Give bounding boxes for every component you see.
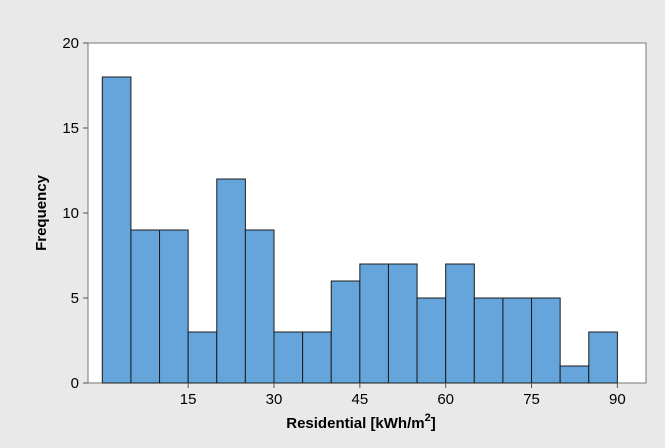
histogram-bar <box>159 229 189 384</box>
histogram-bar <box>244 229 275 384</box>
y-tick-label: 20 <box>62 35 79 52</box>
y-axis-title: Frequency <box>33 174 50 251</box>
histogram-bar <box>302 331 332 384</box>
x-tick-label: 45 <box>352 391 369 408</box>
x-tick-label: 60 <box>437 391 454 408</box>
y-tick-label: 5 <box>71 290 79 307</box>
histogram-bar <box>473 297 504 384</box>
histogram-bar <box>216 178 246 384</box>
histogram-bar <box>387 263 418 384</box>
histogram-bar <box>330 280 361 384</box>
histogram-bar <box>416 297 447 384</box>
y-tick-label: 0 <box>71 375 79 392</box>
x-axis-title-end: ] <box>431 415 436 432</box>
y-tick-label: 15 <box>62 120 79 137</box>
histogram-bar <box>101 76 132 384</box>
x-axis-title-main: Residential [kWh/m <box>286 415 424 432</box>
y-tick-label: 10 <box>62 205 79 222</box>
x-axis-title-superscript: 2 <box>425 412 431 424</box>
x-tick-label: 15 <box>180 391 197 408</box>
histogram-bar <box>130 229 161 384</box>
y-axis: 0 5 10 15 20 <box>62 35 88 392</box>
histogram-bars <box>101 76 618 384</box>
histogram-bar <box>187 331 218 384</box>
x-tick-label: 75 <box>523 391 540 408</box>
histogram-bar <box>445 263 475 384</box>
histogram-bar <box>531 297 561 384</box>
histogram-bar <box>502 297 533 384</box>
x-tick-label: 30 <box>266 391 283 408</box>
histogram-bar <box>273 331 304 384</box>
x-tick-label: 90 <box>609 391 626 408</box>
histogram-bar <box>359 263 389 384</box>
histogram-bar <box>588 331 618 384</box>
x-axis-title: Residential [kWh/m2] <box>286 412 435 432</box>
x-axis: 15 30 45 60 75 90 <box>180 383 626 408</box>
histogram-bar <box>559 365 590 384</box>
